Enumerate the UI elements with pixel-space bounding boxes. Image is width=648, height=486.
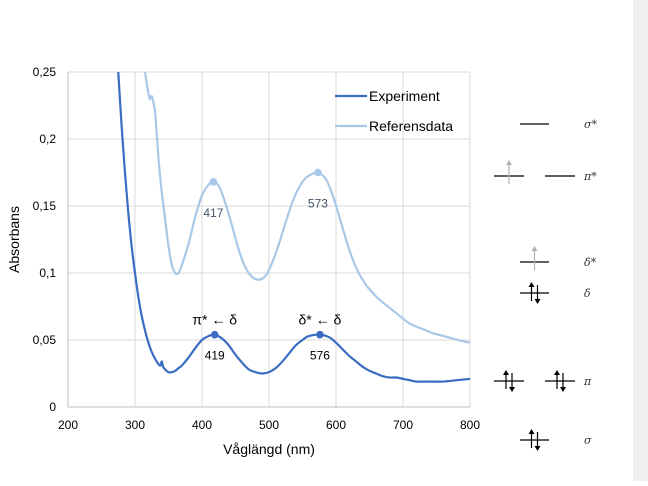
- mo-level: π: [494, 370, 592, 392]
- legend-label: Referensdata: [369, 118, 453, 134]
- experiment-peak-label: 576: [310, 349, 330, 363]
- electron-up-arrow-head: [528, 282, 535, 287]
- electron-down-arrow-head: [534, 299, 541, 304]
- x-tick-label: 800: [460, 418, 480, 432]
- mo-level: δ: [520, 282, 591, 304]
- experiment-peak-marker: [316, 330, 324, 339]
- transition-label: δ* ← δ: [299, 312, 342, 328]
- x-tick-label: 400: [192, 418, 212, 432]
- mo-level-label: δ: [584, 287, 591, 300]
- y-tick-label: 0,2: [39, 132, 56, 146]
- y-tick-label: 0: [49, 400, 56, 414]
- labels: 0 0,05 0,1 0,15 0,2 0,25 200 300 400 500 600 700 800…: [6, 65, 480, 457]
- experiment-peak-label: 419: [205, 349, 225, 363]
- legend-label: Experiment: [369, 88, 440, 104]
- mo-level: π*: [494, 160, 597, 184]
- mo-level-label: σ*: [584, 118, 598, 131]
- mo-level: δ*: [520, 246, 597, 270]
- electron-up-arrow-head: [506, 160, 512, 165]
- x-tick-label: 500: [259, 418, 279, 432]
- electron-up-arrow-head: [554, 370, 560, 375]
- mo-level-label: σ: [584, 434, 592, 447]
- legend: Experiment Referensdata: [335, 88, 453, 134]
- y-tick-label: 0,05: [33, 333, 57, 347]
- y-tick-label: 0,25: [33, 65, 57, 79]
- reference-peak-marker: [209, 178, 218, 186]
- reference-peak-marker: [314, 168, 322, 177]
- x-tick-label: 600: [326, 418, 346, 432]
- mo-level-label: π: [583, 375, 592, 388]
- x-tick-label: 200: [58, 418, 78, 432]
- axes: [67, 72, 470, 408]
- y-tick-label: 0,1: [39, 266, 56, 280]
- mo-diagram: σ* π* δ* δ π σ: [494, 118, 598, 451]
- y-axis-title: Absorbans: [6, 206, 22, 273]
- electron-down-arrow-head: [509, 387, 515, 392]
- mo-level-label: π*: [583, 170, 597, 183]
- experiment-peak-marker: [210, 330, 219, 339]
- mo-level: σ: [520, 429, 592, 451]
- reference-peak-label: 573: [308, 197, 328, 211]
- transition-label: π* ← δ: [192, 312, 237, 328]
- electron-down-arrow-head: [534, 446, 541, 451]
- x-tick-label: 300: [125, 418, 145, 432]
- reference-peak-label: 417: [203, 206, 223, 220]
- electron-up-arrow-head: [531, 246, 538, 251]
- x-tick-label: 700: [393, 418, 413, 432]
- mo-level-label: δ*: [584, 256, 597, 269]
- peak-markers: [209, 168, 324, 339]
- reference-line: [143, 72, 470, 344]
- mo-level: σ*: [520, 118, 598, 131]
- experiment-line: [117, 72, 470, 383]
- electron-down-arrow-head: [560, 387, 566, 392]
- electron-up-arrow-head: [503, 370, 509, 375]
- y-tick-label: 0,15: [33, 199, 57, 213]
- series: [117, 72, 470, 383]
- electron-up-arrow-head: [528, 429, 535, 434]
- side-panel: [633, 0, 648, 481]
- x-axis-title: Våglängd (nm): [223, 441, 315, 457]
